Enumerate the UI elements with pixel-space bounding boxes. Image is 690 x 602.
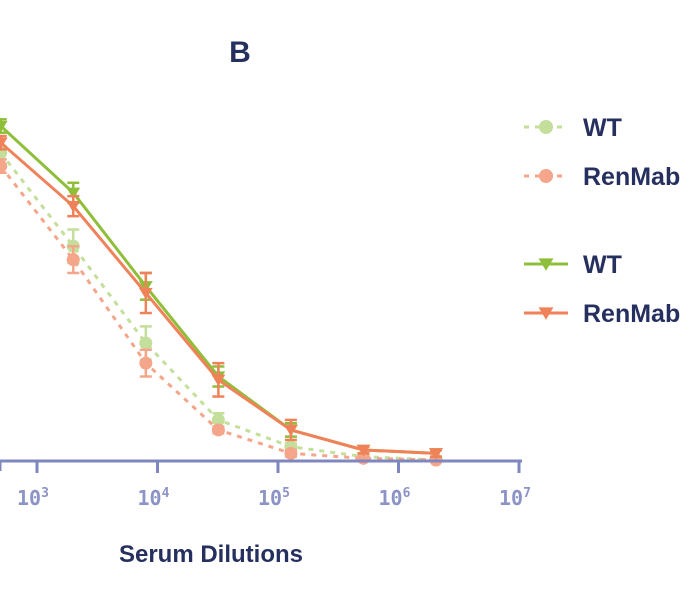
legend: WT RenMab WT RenMab — [524, 114, 680, 328]
data-point — [211, 374, 226, 387]
chart-title: B — [229, 36, 251, 69]
x-axis: 103 104 105 106 107 — [0, 459, 531, 510]
data-point — [0, 137, 8, 149]
data-point — [211, 413, 225, 427]
data-point — [356, 444, 371, 457]
series-0 — [0, 144, 443, 467]
x-axis-label: Serum Dilutions — [119, 541, 303, 568]
data-point — [66, 187, 81, 200]
plot-area — [0, 118, 443, 467]
data-point — [284, 424, 298, 437]
legend-item: RenMab — [524, 163, 680, 191]
legend-label: WT — [583, 251, 622, 279]
x-tick-label: 107 — [499, 486, 531, 510]
legend-label: RenMab — [583, 163, 680, 191]
legend-marker — [538, 258, 554, 271]
x-tick-label: 103 — [17, 486, 49, 510]
data-point — [429, 448, 443, 460]
x-tick-label: 106 — [379, 486, 411, 510]
legend-marker — [539, 120, 553, 134]
series-3 — [0, 134, 443, 460]
series-line — [0, 124, 437, 455]
data-point — [66, 253, 80, 267]
data-point — [0, 120, 8, 133]
series-2 — [0, 118, 443, 460]
x-tick-label: 105 — [258, 486, 290, 510]
data-point — [138, 287, 153, 300]
legend-marker — [538, 307, 554, 320]
data-point — [284, 446, 298, 460]
series-line — [0, 141, 437, 455]
legend-item: WT — [524, 251, 622, 279]
data-point — [139, 356, 153, 370]
legend-label: RenMab — [583, 300, 680, 328]
x-tick-label: 104 — [138, 486, 170, 510]
legend-item: RenMab — [524, 300, 680, 328]
legend-marker — [539, 169, 553, 183]
data-point — [139, 336, 153, 350]
legend-item: WT — [524, 114, 622, 142]
legend-label: WT — [583, 114, 622, 142]
data-point — [0, 159, 8, 173]
data-point — [66, 200, 81, 213]
data-point — [211, 423, 225, 437]
